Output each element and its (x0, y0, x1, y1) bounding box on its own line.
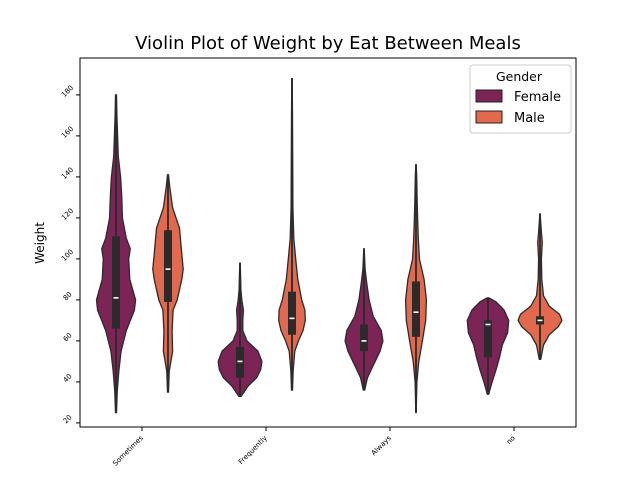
legend-title: Gender (496, 69, 543, 84)
violin-iqr-box (484, 320, 492, 358)
y-axis: 20 40 60 80 100 120 140 160 180 (60, 84, 80, 425)
legend-label-female: Female (514, 90, 561, 105)
x-axis: Sometimes Frequently Always no (111, 427, 517, 468)
y-axis-label: Weight (33, 222, 47, 264)
legend-swatch-male (475, 110, 503, 124)
y-tick-label: 40 (62, 372, 74, 384)
y-tick-label: 80 (62, 290, 74, 302)
plot-area (95, 77, 563, 414)
legend-swatch-female (475, 89, 503, 103)
x-tick-label: Always (370, 434, 393, 457)
y-tick-label: 180 (60, 84, 75, 99)
y-tick-label: 140 (60, 166, 75, 181)
violin-iqr-box (112, 236, 120, 329)
violin-iqr-box (412, 281, 420, 337)
violin-iqr-box (360, 324, 368, 352)
violin-iqr-box (164, 230, 172, 302)
plot-frame (79, 57, 577, 428)
y-tick-label: 20 (62, 413, 74, 425)
legend: Gender Female Male (469, 64, 572, 134)
legend-label-male: Male (514, 111, 545, 126)
y-tick-label: 60 (62, 331, 74, 343)
violin-iqr-box (288, 291, 296, 335)
y-tick-label: 160 (60, 125, 75, 140)
x-tick-label: no (505, 434, 517, 446)
x-tick-label: Frequently (237, 434, 269, 466)
violin-iqr-box (236, 347, 244, 378)
y-tick-label: 120 (60, 207, 75, 222)
x-tick-label: Sometimes (111, 434, 145, 468)
y-tick-label: 100 (60, 248, 75, 263)
chart-title: Violin Plot of Weight by Eat Between Mea… (135, 33, 521, 54)
